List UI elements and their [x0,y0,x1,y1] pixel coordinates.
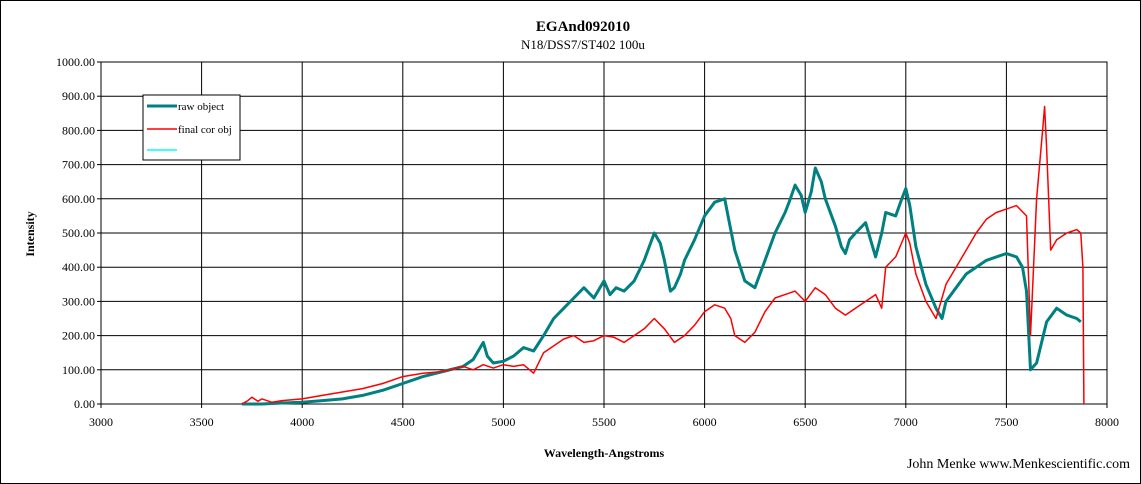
x-tick-label-4: 5000 [491,415,515,429]
grid-lines [100,61,1108,405]
x-tick-label-10: 8000 [1095,415,1119,429]
chart-subtitle: N18/DSS7/ST402 100u [521,37,645,52]
series-raw-object [241,166,1082,406]
x-tick-label-2: 4000 [290,415,314,429]
x-tick-label-8: 7000 [894,415,918,429]
x-tick-label-7: 6500 [793,415,817,429]
credit-annotation: John Menke www.Menkescientific.com [907,457,1130,472]
y-tick-label-6: 600.00 [62,192,95,206]
y-tick-label-10: 1000.00 [56,55,95,69]
x-tick-label-1: 3500 [190,415,214,429]
y-tick-label-5: 500.00 [62,226,95,240]
x-tick-label-0: 3000 [89,415,113,429]
series-final-cor-obj [241,105,1085,405]
chart-title: EGAnd092010 [536,19,630,35]
x-axis-title: Wavelength-Angstroms [544,446,665,460]
x-tick-label-6: 6000 [693,415,717,429]
y-tick-label-9: 900.00 [62,89,95,103]
y-axis-ticks: 0.00 100.00 200.00 300.00 400.00 500.00 600.00… [56,55,101,411]
legend-label-final-cor-obj: final cor obj [178,124,232,136]
x-tick-label-5: 5500 [592,415,616,429]
series-layer [241,105,1085,406]
x-tick-label-9: 7500 [994,415,1018,429]
y-tick-label-4: 400.00 [62,260,95,274]
y-tick-label-1: 100.00 [62,363,95,377]
y-tick-label-7: 700.00 [62,158,95,172]
y-tick-label-0: 0.00 [74,397,95,411]
x-tick-label-3: 4500 [391,415,415,429]
x-axis-ticks: 3000 3500 4000 4500 5000 5500 6000 6500 7000 7500… [89,404,1119,429]
legend-label-raw-object: raw object [178,101,224,113]
y-tick-label-8: 800.00 [62,123,95,137]
y-tick-label-3: 300.00 [62,294,95,308]
legend: raw object final cor obj [142,94,241,161]
y-axis-title: Intensity [23,211,37,256]
y-tick-label-2: 200.00 [62,329,95,343]
